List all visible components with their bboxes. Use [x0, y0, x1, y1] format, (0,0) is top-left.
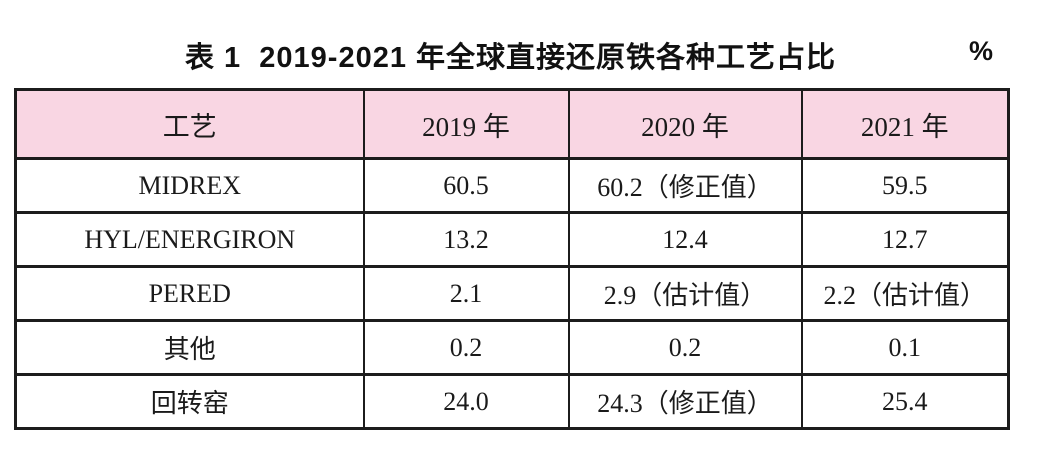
cell-value: 60.2（修正值）: [567, 157, 803, 214]
cell-value: 2.2（估计值）: [800, 265, 1010, 322]
cell-value: 60.5: [362, 157, 570, 214]
cell-process: MIDREX: [14, 157, 365, 214]
header-cell-process: 工艺: [14, 88, 365, 160]
unit-label: %: [968, 36, 993, 66]
cell-process: HYL/ENERGIRON: [14, 211, 365, 268]
cell-value: 12.7: [800, 211, 1010, 268]
cell-process: 回转窑: [14, 373, 365, 430]
table-row-pered: PERED 2.1 2.9（估计值） 2.2（估计值）: [14, 265, 1010, 322]
cell-value: 12.4: [567, 211, 803, 268]
cell-value: 24.0: [362, 373, 570, 430]
data-table: 工艺 2019 年 2020 年 2021 年 MIDREX 60.5 60.2…: [14, 88, 1010, 430]
cell-value: 25.4: [800, 373, 1010, 430]
cell-value: 2.9（估计值）: [567, 265, 803, 322]
header-cell-2021: 2021 年: [800, 88, 1010, 160]
header-cell-2020: 2020 年: [567, 88, 803, 160]
table-caption: 表 1 2019-2021 年全球直接还原铁各种工艺占比 %: [14, 32, 1007, 78]
table-row-hyl-energiron: HYL/ENERGIRON 13.2 12.4 12.7: [14, 211, 1010, 268]
cell-process: 其他: [14, 319, 365, 376]
table-title: 表 1 2019-2021 年全球直接还原铁各种工艺占比: [184, 42, 837, 74]
cell-value: 13.2: [362, 211, 570, 268]
table-row-midrex: MIDREX 60.5 60.2（修正值） 59.5: [14, 157, 1010, 214]
cell-process: PERED: [14, 265, 365, 322]
cell-value: 59.5: [800, 157, 1010, 214]
table-row-other: 其他 0.2 0.2 0.1: [14, 319, 1010, 376]
cell-value: 0.1: [800, 319, 1010, 376]
table-row-rotary-kiln: 回转窑 24.0 24.3（修正值） 25.4: [14, 373, 1010, 430]
cell-value: 2.1: [362, 265, 570, 322]
cell-value: 0.2: [567, 319, 803, 376]
header-row: 工艺 2019 年 2020 年 2021 年: [14, 88, 1010, 160]
cell-value: 0.2: [362, 319, 570, 376]
header-cell-2019: 2019 年: [362, 88, 570, 160]
cell-value: 24.3（修正值）: [567, 373, 803, 430]
